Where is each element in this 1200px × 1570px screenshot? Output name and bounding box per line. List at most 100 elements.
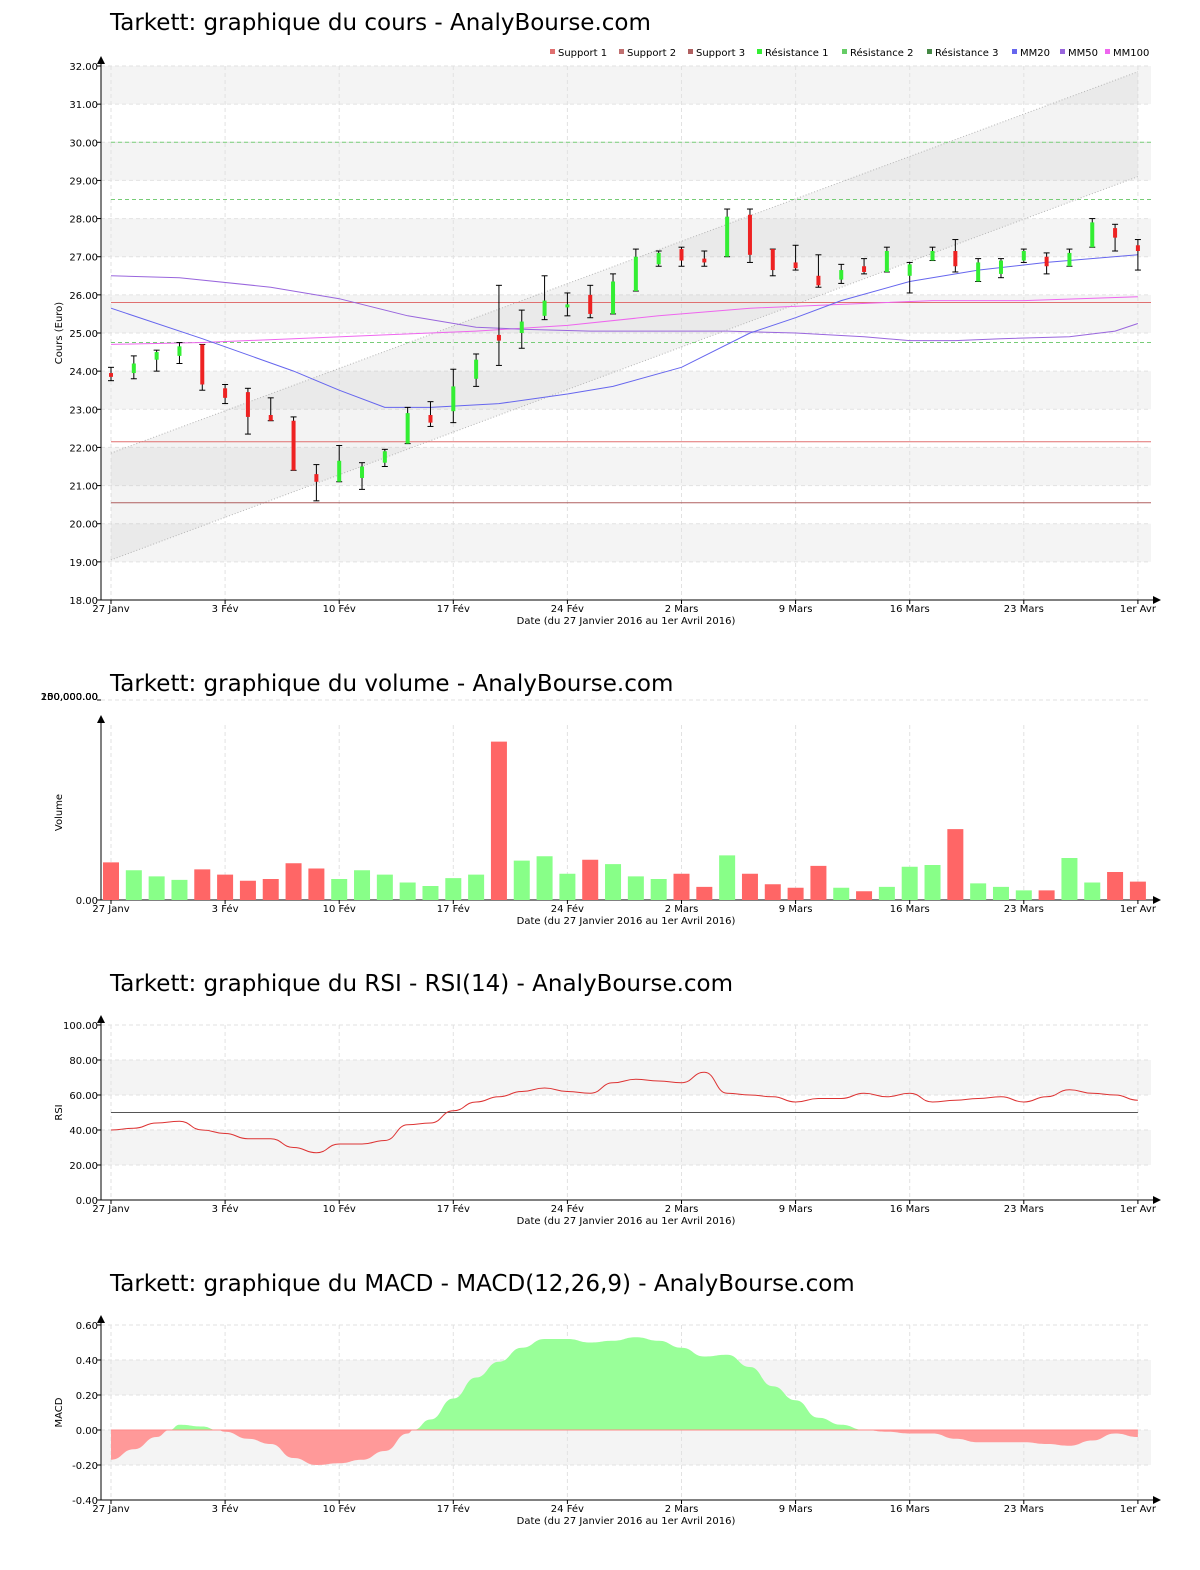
legend-swatch (688, 49, 693, 54)
volume-bar (1061, 858, 1078, 900)
y-tick-label: 200,000.00 (41, 692, 98, 703)
y-tick-label: 19.00 (69, 558, 98, 569)
volume-bar (947, 829, 964, 900)
candle (130, 355, 137, 380)
candle-body (474, 359, 479, 379)
mm100-line (110, 296, 1138, 345)
y-tick-label: 40.00 (69, 1126, 98, 1137)
volume-bar (627, 876, 644, 900)
x-tick-label: 1er Avr (1120, 604, 1157, 615)
x-tick-label: 17 Fév (437, 1503, 470, 1515)
legend-label: Résistance 3 (935, 47, 998, 59)
y-tick-label: 30.00 (69, 138, 98, 149)
candle-body (725, 216, 730, 257)
candle (473, 353, 480, 387)
y-tick-label: -0.40 (72, 1496, 98, 1507)
candle (336, 445, 343, 483)
candle-body (428, 415, 433, 423)
x-tick-label: 10 Fév (323, 903, 356, 915)
candle (1089, 218, 1096, 248)
candle-body (907, 264, 912, 276)
candle (769, 248, 776, 277)
y-tick-label: 0.40 (76, 1356, 98, 1367)
candle-body (588, 294, 593, 314)
candle-body (702, 258, 707, 263)
x-tick-label: 17 Fév (437, 603, 470, 615)
background-band (101, 523, 1151, 562)
rsi-chart-title: Tarkett: graphique du RSI - RSI(14) - An… (110, 971, 734, 997)
candle (404, 406, 411, 445)
candle (587, 284, 594, 319)
volume-bar (125, 870, 142, 900)
volume-bar (513, 860, 530, 900)
candle-body (976, 262, 981, 282)
volume-bar (331, 879, 348, 900)
y-tick-label: 0.60 (76, 1321, 98, 1332)
legend-swatch (1060, 49, 1065, 54)
x-tick-label: 24 Fév (551, 603, 584, 615)
macd-positive-area (413, 1337, 865, 1430)
volume-bar (741, 873, 758, 900)
volume-bar (605, 864, 622, 900)
legend-swatch (842, 49, 847, 54)
x-axis-arrow (1153, 1496, 1161, 1504)
background-band (101, 447, 1151, 486)
y-tick-label: 31.00 (69, 100, 98, 111)
volume-bar (719, 855, 736, 900)
plot-frame: 18.00 19.00 20.00 21.00 22.00 23.00 24.00 25.00… (54, 56, 1161, 627)
x-tick-label: 2 Mars (665, 1204, 699, 1215)
volume-bar (1084, 882, 1101, 900)
background-band (101, 294, 1151, 333)
x-tick-label: 23 Mars (1004, 1504, 1044, 1515)
legend-swatch (927, 49, 932, 54)
macd-chart-title: Tarkett: graphique du MACD - MACD(12,26,… (110, 1271, 855, 1297)
candle (1112, 223, 1119, 252)
candle (518, 309, 525, 349)
legend: Support 1 Support 2 Support 3 Résistance 1 R… (550, 47, 1149, 59)
volume-bar (787, 887, 804, 900)
y-tick-label: 80.00 (69, 1056, 98, 1067)
trend-channel-upper (110, 71, 1139, 454)
legend-swatch (619, 49, 624, 54)
candle-body (519, 321, 524, 333)
y-tick-label: 100,000.00 (41, 692, 98, 703)
candle-body (953, 250, 958, 267)
price-chart-title: Tarkett: graphique du cours - AnalyBours… (110, 10, 651, 36)
candle-body (839, 270, 844, 280)
candle-body (1135, 245, 1140, 251)
y-axis-label: MACD (54, 1397, 65, 1427)
candle-body (154, 352, 159, 360)
candle (1043, 252, 1050, 275)
candle-body (131, 363, 136, 374)
volume-bar (1038, 890, 1055, 900)
volume-bar (559, 873, 576, 900)
candle-body (747, 214, 752, 255)
legend-label: MM100 (1113, 48, 1149, 59)
candle (427, 401, 434, 427)
y-tick-label: 150,000.00 (41, 692, 98, 703)
candle-body (200, 344, 205, 385)
candle-body (793, 262, 798, 269)
volume-bar (103, 862, 119, 900)
x-tick-label: 10 Fév (323, 1503, 356, 1515)
candle-body (565, 304, 570, 308)
volume-bar (650, 879, 667, 900)
candle (975, 258, 982, 283)
volume-bar (1129, 881, 1146, 900)
legend-label: Support 1 (558, 48, 607, 59)
candle-body (245, 392, 250, 417)
legend-swatch (1105, 49, 1110, 54)
x-axis-label: Date (du 27 Janvier 2016 au 1er Avril 20… (517, 1516, 736, 1527)
x-tick-label: 27 Janv (92, 904, 129, 915)
x-tick-label: 23 Mars (1004, 604, 1044, 615)
legend-swatch (757, 49, 762, 54)
legend-label: Résistance 1 (765, 47, 828, 59)
candle-body (816, 275, 821, 286)
candle (610, 273, 617, 315)
rsi-line (110, 1071, 1138, 1154)
y-tick-label: 50,000.00 (47, 692, 98, 703)
background-band (101, 1060, 1151, 1095)
candle-body (405, 413, 410, 444)
candle (746, 208, 753, 263)
y-tick-label: 0.00 (76, 1196, 98, 1207)
